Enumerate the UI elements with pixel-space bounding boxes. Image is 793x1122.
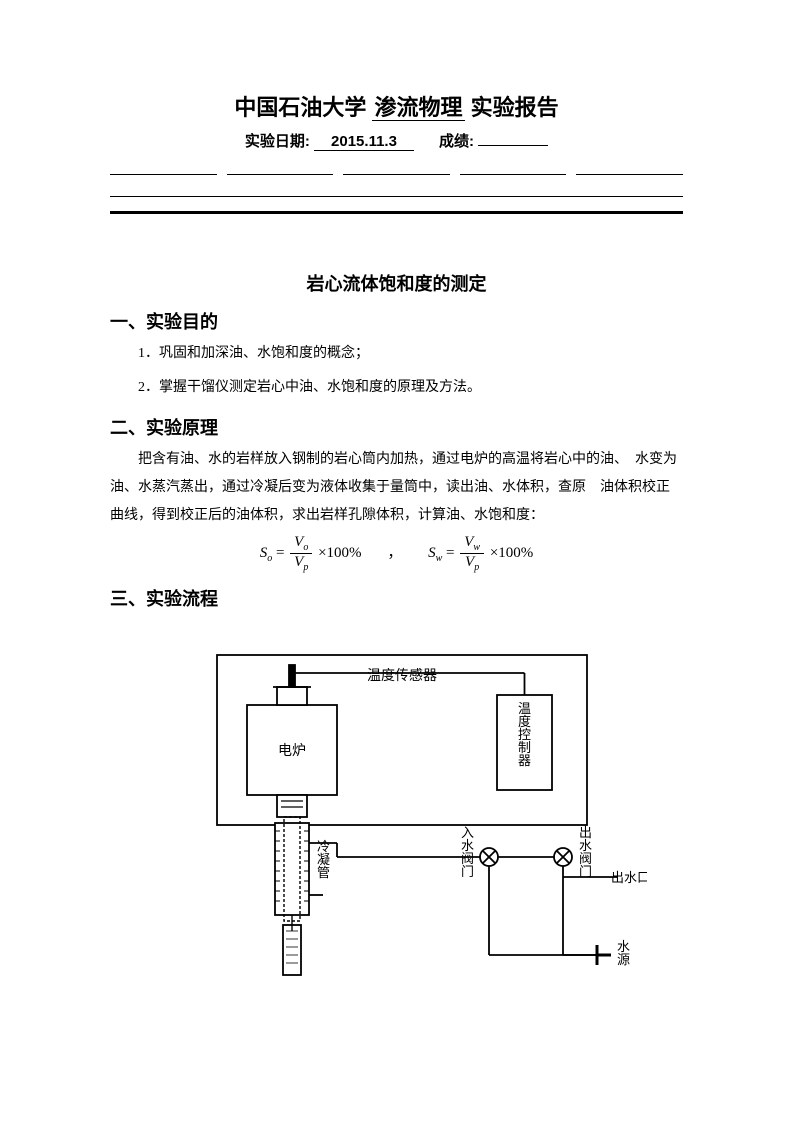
svg-text:出水阀门: 出水阀门 — [579, 825, 592, 879]
svg-text:温度控制器: 温度控制器 — [517, 701, 530, 768]
header-rule — [110, 211, 683, 214]
sec1-p1: 1．巩固和加深油、水饱和度的概念； — [110, 340, 683, 368]
svg-text:入水阀门: 入水阀门 — [461, 825, 474, 879]
blank-fields-row2 — [110, 179, 683, 197]
sec3-heading: 三、实验流程 — [110, 585, 683, 611]
sec2-body: 把含有油、水的岩样放入钢制的岩心筒内加热，通过电炉的高温将岩心中的油、 水变为油… — [110, 446, 683, 530]
sec2-heading: 二、实验原理 — [110, 414, 683, 440]
formula: So = Vo Vp ×100% ， Sw = Vw Vp ×100% — [110, 534, 683, 573]
course-name: 渗流物理 — [372, 95, 464, 121]
svg-text:温度传感器: 温度传感器 — [367, 667, 437, 684]
flow-diagram: 温度传感器电炉 温度控制器冷凝管 入水阀门 出水阀门出水口水源 — [110, 625, 683, 995]
sec1-heading: 一、实验目的 — [110, 308, 683, 334]
blank-1 — [110, 157, 217, 175]
svg-text:电炉: 电炉 — [278, 743, 306, 759]
score-label: 成绩: — [439, 133, 474, 150]
meta-line: 实验日期: 2015.11.3 成绩: — [110, 130, 683, 151]
doc-type: 实验报告 — [471, 95, 559, 120]
university-name: 中国石油大学 — [234, 95, 366, 120]
blank-4 — [460, 157, 567, 175]
svg-text:水源: 水源 — [617, 939, 630, 967]
sec1-p2: 2．掌握干馏仪测定岩心中油、水饱和度的原理及方法。 — [110, 374, 683, 402]
blank-3 — [343, 157, 450, 175]
report-title: 中国石油大学 渗流物理 实验报告 — [110, 90, 683, 122]
experiment-title: 岩心流体饱和度的测定 — [110, 270, 683, 296]
score-blank — [478, 145, 548, 146]
blank-5 — [576, 157, 683, 175]
svg-text:出水口: 出水口 — [611, 870, 647, 885]
date-label: 实验日期: — [245, 133, 310, 150]
svg-text:冷凝管: 冷凝管 — [317, 839, 330, 880]
blank-fields-row1 — [110, 157, 683, 175]
blank-2 — [227, 157, 334, 175]
date-value: 2015.11.3 — [314, 133, 414, 151]
blank-6 — [110, 179, 683, 197]
